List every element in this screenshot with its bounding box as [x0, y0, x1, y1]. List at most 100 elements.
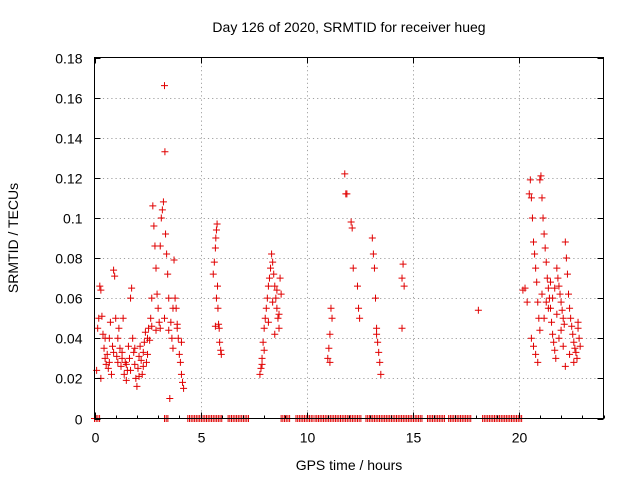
- axis-ticks: 0 0.02 0.04 0.06 0.08 0.1 0.12 0.14 0.16 0.18 0 5 10…: [55, 51, 605, 446]
- data-point: [152, 264, 160, 272]
- data-point: [528, 214, 536, 222]
- data-point: [216, 338, 224, 346]
- data-point: [275, 324, 283, 332]
- data-point: [563, 270, 571, 278]
- data-point: [114, 334, 122, 342]
- data-point: [179, 378, 187, 386]
- data-point: [399, 260, 407, 268]
- data-point: [273, 286, 281, 294]
- data-point: [100, 344, 108, 352]
- data-point: [544, 284, 552, 292]
- data-point: [347, 218, 355, 226]
- data-point: [210, 258, 218, 266]
- data-point: [326, 358, 334, 366]
- data-point: [276, 274, 284, 282]
- data-point: [109, 342, 117, 350]
- data-point: [149, 202, 157, 210]
- data-point: [214, 304, 222, 312]
- data-point: [118, 348, 126, 356]
- data-point: [120, 370, 128, 378]
- data-point: [269, 298, 277, 306]
- data-point: [141, 328, 149, 336]
- data-point: [156, 324, 164, 332]
- data-point: [169, 344, 177, 352]
- data-point: [553, 264, 561, 272]
- data-point: [148, 322, 156, 330]
- data-point: [142, 358, 150, 366]
- data-point: [540, 230, 548, 238]
- data-point: [550, 338, 558, 346]
- chart-title: Day 126 of 2020, SRMTID for receiver hue…: [212, 19, 485, 35]
- x-axis-label: GPS time / hours: [296, 457, 403, 473]
- data-point: [217, 350, 225, 358]
- data-point: [326, 330, 334, 338]
- data-point: [214, 282, 222, 290]
- data-point: [135, 372, 143, 380]
- data-point: [163, 250, 171, 258]
- y-tick-label: 0.02: [55, 371, 82, 387]
- data-point: [167, 318, 175, 326]
- data-point: [373, 324, 381, 332]
- data-point: [543, 274, 551, 282]
- data-point: [566, 304, 574, 312]
- data-point: [549, 294, 557, 302]
- y-axis-label: SRMTID / TECUs: [5, 183, 21, 293]
- data-point: [264, 318, 272, 326]
- data-point: [129, 334, 137, 342]
- data-point: [551, 284, 559, 292]
- data-point: [559, 342, 567, 350]
- plot-frame: [94, 57, 604, 419]
- data-point: [349, 264, 357, 272]
- data-point: [97, 286, 105, 294]
- data-point: [538, 194, 546, 202]
- data-point: [573, 354, 581, 362]
- data-point: [140, 338, 148, 346]
- data-point: [554, 274, 562, 282]
- data-point: [574, 318, 582, 326]
- data-point: [556, 290, 564, 298]
- data-points: [91, 82, 584, 422]
- data-point: [122, 360, 130, 368]
- data-point: [526, 176, 534, 184]
- data-point: [110, 348, 118, 356]
- data-point: [534, 298, 542, 306]
- data-point: [568, 322, 576, 330]
- data-point: [116, 344, 124, 352]
- data-point: [136, 342, 144, 350]
- data-point: [375, 348, 383, 356]
- data-point: [180, 384, 188, 392]
- data-point: [118, 354, 126, 362]
- data-point: [542, 298, 550, 306]
- data-point: [259, 338, 267, 346]
- y-tick-label: 0: [75, 412, 83, 428]
- data-point: [474, 306, 482, 314]
- data-point: [101, 334, 109, 342]
- data-point: [166, 394, 174, 402]
- data-point: [170, 256, 178, 264]
- grid-lines: [94, 57, 604, 419]
- data-point: [552, 354, 560, 362]
- data-point: [99, 330, 107, 338]
- data-point: [211, 244, 219, 252]
- data-point: [398, 324, 406, 332]
- data-point: [162, 230, 170, 238]
- data-point: [135, 352, 143, 360]
- data-point: [355, 304, 363, 312]
- data-point: [104, 364, 112, 372]
- data-point: [527, 334, 535, 342]
- data-point: [268, 250, 276, 258]
- data-point: [549, 330, 557, 338]
- data-point: [348, 224, 356, 232]
- data-point: [534, 358, 542, 366]
- data-point: [165, 294, 173, 302]
- data-point: [541, 244, 549, 252]
- data-point: [560, 320, 568, 328]
- data-point: [273, 304, 281, 312]
- data-point: [277, 290, 285, 298]
- data-point: [174, 334, 182, 342]
- data-point: [536, 326, 544, 334]
- data-point: [211, 322, 219, 330]
- data-point: [325, 344, 333, 352]
- data-point: [173, 320, 181, 328]
- data-point: [133, 382, 141, 390]
